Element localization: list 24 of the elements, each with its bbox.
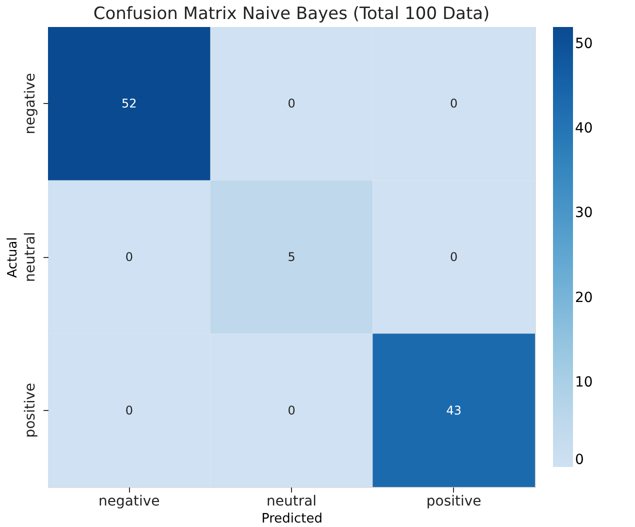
y-tick-label: neutral bbox=[22, 232, 38, 282]
color-bar-label: 30 bbox=[575, 205, 593, 222]
data-label: 5 bbox=[288, 250, 296, 264]
y-tick-label: negative bbox=[22, 73, 38, 134]
x-axis-title: Predicted bbox=[261, 512, 323, 526]
data-label: 43 bbox=[446, 403, 462, 418]
data-label: 0 bbox=[125, 403, 133, 418]
y-tick-label: positive bbox=[22, 382, 38, 438]
data-label: 0 bbox=[288, 96, 296, 111]
data-label: 0 bbox=[125, 250, 133, 264]
y-axis-title: Actual bbox=[6, 237, 20, 278]
x-tick-label: positive bbox=[426, 494, 482, 510]
x-tick-label: negative bbox=[98, 494, 160, 510]
color-bar-label: 40 bbox=[575, 120, 593, 137]
color-bar-label: 10 bbox=[575, 374, 593, 390]
x-tick-label: neutral bbox=[266, 494, 317, 510]
data-label: 0 bbox=[450, 96, 458, 111]
color-bar-label: 50 bbox=[575, 36, 593, 52]
data-label: 0 bbox=[450, 250, 458, 264]
chart-title: Confusion Matrix Naive Bayes (Total 100 Data) bbox=[93, 4, 490, 24]
color-bar-label: 0 bbox=[575, 452, 584, 468]
data-label: 0 bbox=[288, 403, 296, 418]
data-label: 52 bbox=[122, 96, 137, 111]
color-bar-label: 20 bbox=[575, 290, 593, 306]
